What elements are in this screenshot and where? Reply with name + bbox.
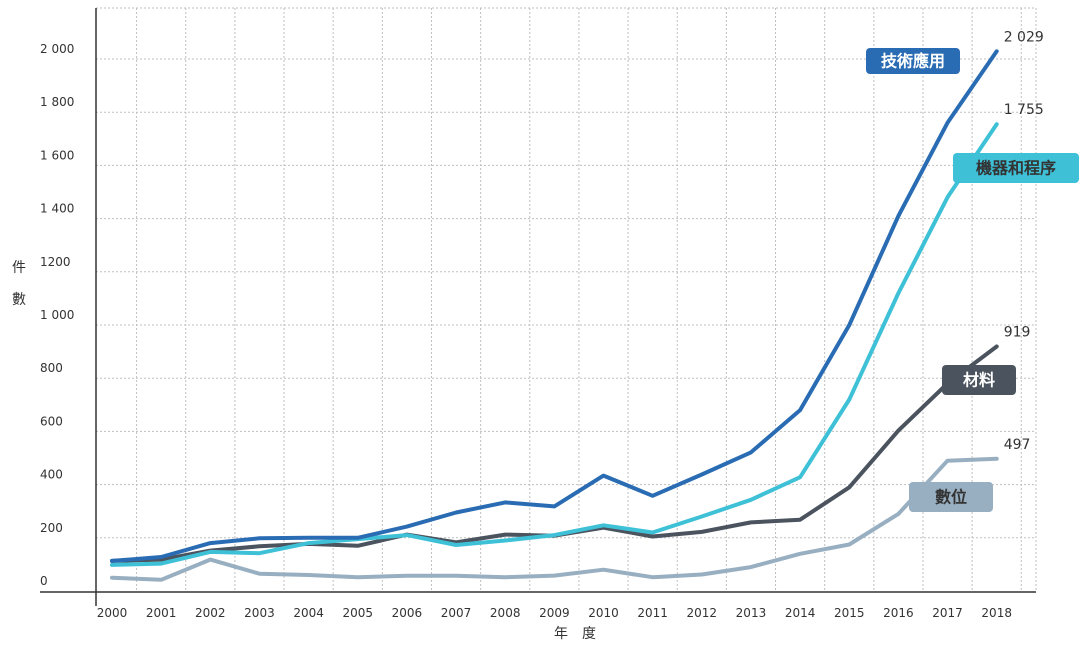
x-tick-label: 2017: [932, 606, 963, 620]
x-tick-label: 2018: [981, 606, 1012, 620]
y-tick-label: 1 400: [40, 202, 74, 216]
series-label-text: 機器和程序: [976, 159, 1056, 178]
series-label-text: 技術應用: [881, 52, 945, 71]
series-label-3: 數位: [909, 482, 993, 512]
y-tick-label: 200: [40, 521, 63, 535]
series-label-text: 數位: [935, 488, 967, 507]
x-tick-label: 2005: [342, 606, 373, 620]
series-label-text: 材料: [963, 371, 995, 390]
x-tick-label: 2009: [539, 606, 570, 620]
y-tick-label: 2 000: [40, 42, 74, 56]
y-tick-label: 1 000: [40, 308, 74, 322]
x-tick-label: 2008: [490, 606, 521, 620]
end-value-label: 1 755: [1004, 102, 1044, 118]
series-label-2: 材料: [942, 365, 1016, 395]
series-line-1: [112, 124, 997, 565]
series-label-0: 技術應用: [866, 48, 960, 74]
x-tick-labels: 2000 2001 2002 2003 2004 2005 2006 2007 2008 2009…: [97, 606, 1012, 620]
y-tick-label: 1 600: [40, 148, 74, 162]
x-tick-label: 2016: [883, 606, 914, 620]
end-value-label: 2 029: [1004, 29, 1044, 45]
y-tick-labels: 0 200 400 600 800 1 000 1200 1 400 1 600 1 800 2 0…: [40, 42, 74, 588]
y-axis-label-char-1: 件: [12, 260, 26, 276]
end-value-label: 919: [1004, 325, 1031, 341]
y-tick-label: 400: [40, 468, 63, 482]
x-tick-label: 2003: [244, 606, 275, 620]
series-line-3: [112, 459, 997, 580]
axes: [40, 8, 1036, 606]
x-tick-label: 2012: [687, 606, 718, 620]
x-tick-label: 2001: [146, 606, 177, 620]
y-axis-label-char-2: 數: [12, 292, 26, 308]
x-tick-label: 2015: [834, 606, 865, 620]
y-tick-label: 1200: [40, 255, 71, 269]
x-axis-label: 年 度: [554, 626, 596, 642]
y-tick-label: 1 800: [40, 95, 74, 109]
x-tick-label: 2013: [736, 606, 767, 620]
x-tick-label: 2011: [637, 606, 668, 620]
x-tick-label: 2006: [392, 606, 423, 620]
x-tick-label: 2000: [97, 606, 128, 620]
end-value-label: 497: [1004, 437, 1031, 453]
x-tick-label: 2010: [588, 606, 619, 620]
y-tick-label: 600: [40, 414, 63, 428]
x-tick-label: 2004: [293, 606, 324, 620]
x-tick-label: 2007: [441, 606, 472, 620]
x-tick-label: 2014: [785, 606, 816, 620]
x-tick-label: 2002: [195, 606, 226, 620]
series-label-1: 機器和程序: [953, 153, 1079, 183]
y-tick-label: 0: [40, 574, 48, 588]
y-tick-label: 800: [40, 361, 63, 375]
series-lines: [112, 51, 997, 580]
